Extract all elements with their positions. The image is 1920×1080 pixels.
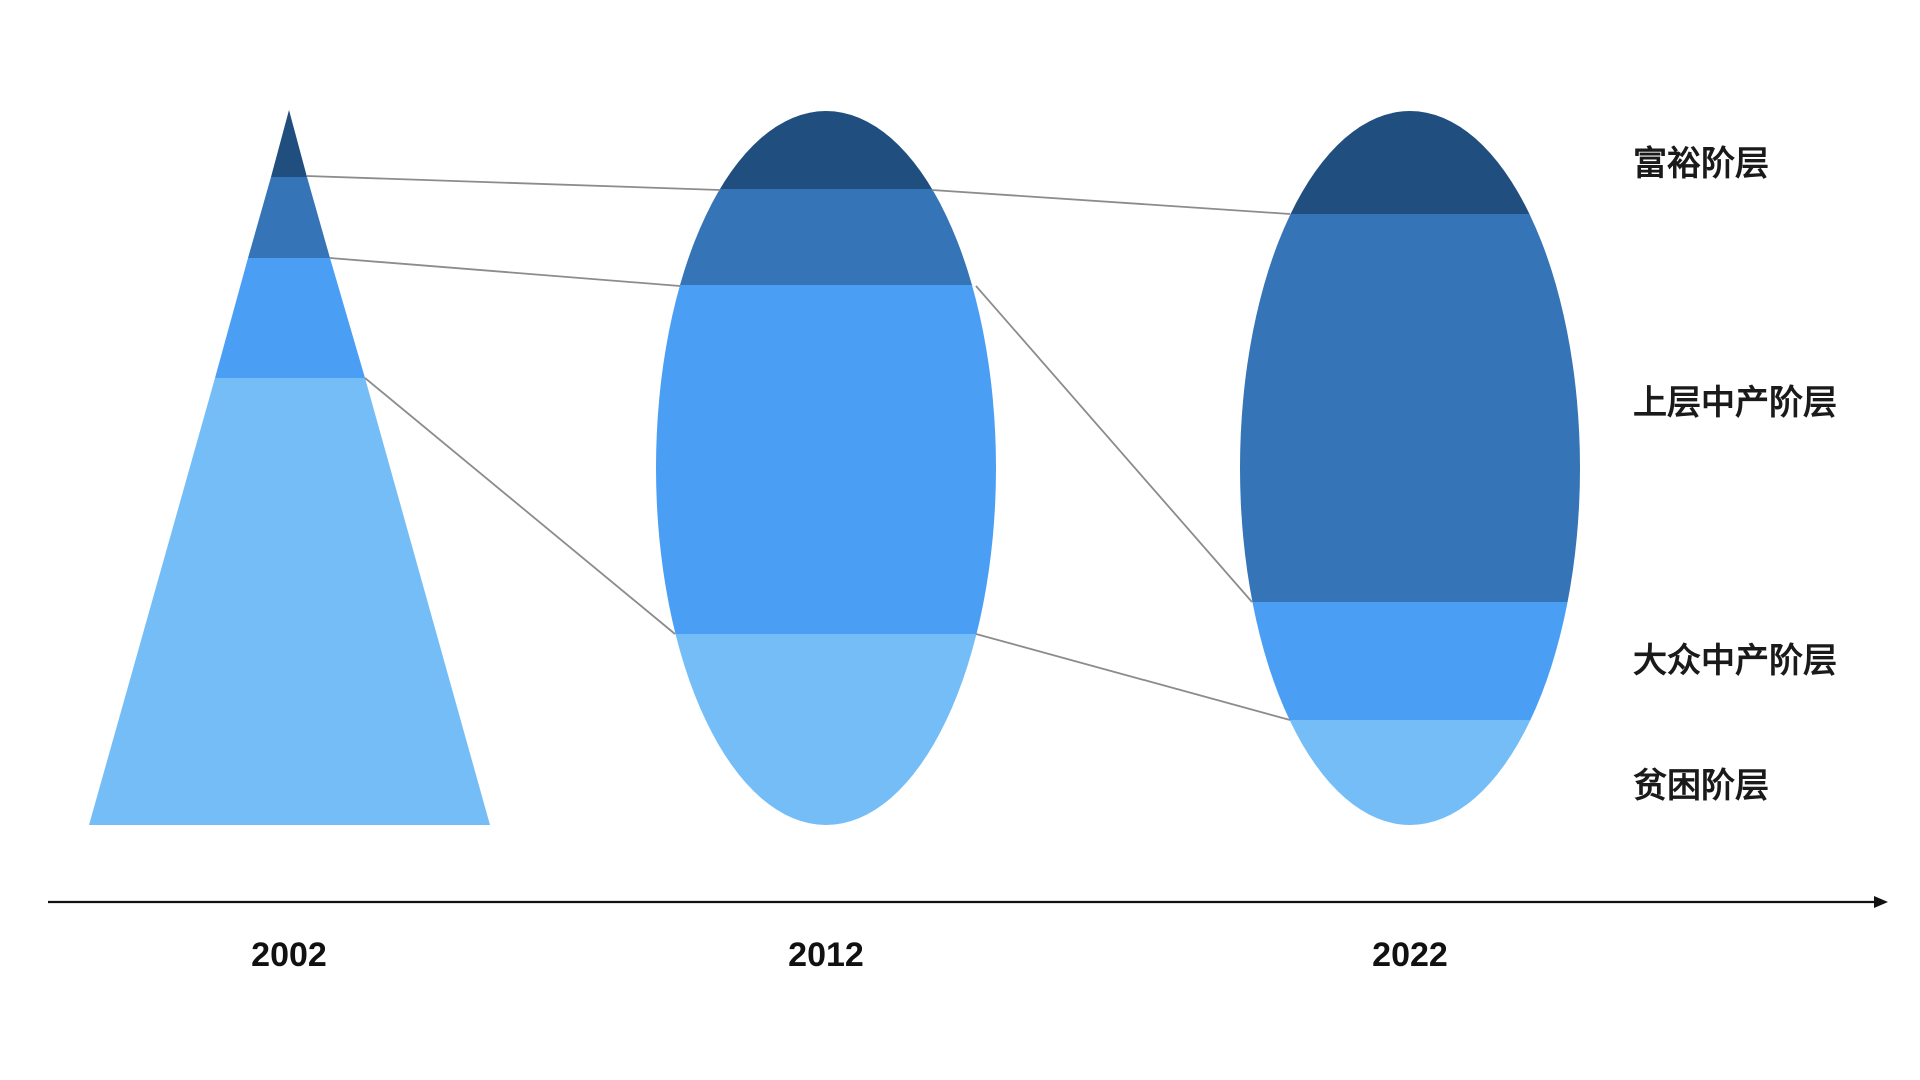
band-2012-upper-middle bbox=[656, 189, 996, 286]
connector-mass-2002-2012 bbox=[364, 377, 676, 635]
year-label-2022: 2022 bbox=[1372, 936, 1448, 974]
band-2022-poor bbox=[1240, 720, 1580, 825]
connector-mass-2012-2022 bbox=[975, 633, 1291, 721]
band-2022-mass-middle bbox=[1240, 602, 1580, 721]
tier-label-upper-middle: 上层中产阶层 bbox=[1633, 383, 1837, 423]
tier-label-wealthy: 富裕阶层 bbox=[1633, 144, 1769, 184]
year-label-2002: 2002 bbox=[251, 936, 327, 974]
connector-upper-2002-2012 bbox=[329, 257, 681, 287]
band-2012-mass-middle bbox=[656, 285, 996, 635]
connector-lines bbox=[306, 175, 1291, 721]
band-2002-poor bbox=[89, 378, 490, 825]
band-2012-poor bbox=[656, 634, 996, 825]
connector-upper-2012-2022 bbox=[975, 285, 1253, 603]
band-2002-wealthy bbox=[271, 110, 307, 177]
band-2002-mass-middle bbox=[215, 258, 365, 378]
connector-wealthy-2012-2022 bbox=[931, 189, 1291, 215]
timeline-axis bbox=[48, 896, 1888, 908]
connector-wealthy-2002-2012 bbox=[306, 175, 721, 191]
band-2012-wealthy bbox=[656, 111, 996, 190]
shape-2012-ellipse bbox=[656, 111, 996, 825]
band-2022-wealthy bbox=[1240, 111, 1580, 215]
shape-2002-triangle bbox=[89, 110, 490, 825]
band-2022-upper-middle bbox=[1240, 214, 1580, 603]
tier-label-mass-middle: 大众中产阶层 bbox=[1633, 641, 1837, 681]
tier-label-poor: 贫困阶层 bbox=[1633, 766, 1769, 806]
year-label-2012: 2012 bbox=[788, 936, 864, 974]
band-2002-upper-middle bbox=[248, 177, 330, 258]
axis-arrowhead bbox=[1874, 896, 1888, 908]
